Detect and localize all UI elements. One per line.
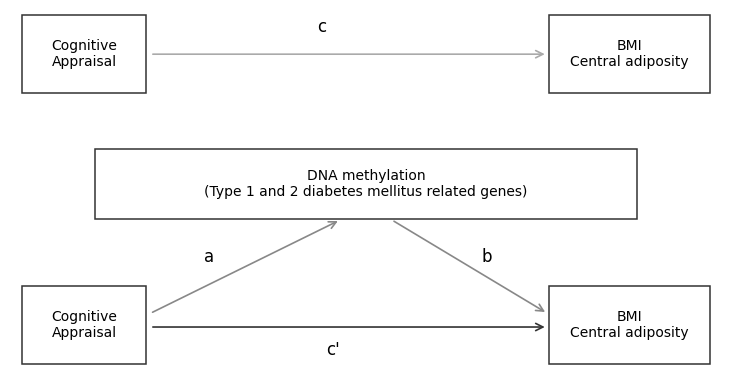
Text: DNA methylation
(Type 1 and 2 diabetes mellitus related genes): DNA methylation (Type 1 and 2 diabetes m… (204, 169, 528, 199)
Text: a: a (203, 248, 214, 266)
Text: BMI
Central adiposity: BMI Central adiposity (570, 310, 689, 340)
Text: c: c (318, 18, 326, 36)
FancyBboxPatch shape (549, 286, 710, 364)
FancyBboxPatch shape (22, 15, 146, 93)
Text: Cognitive
Appraisal: Cognitive Appraisal (51, 310, 117, 340)
Text: c': c' (326, 341, 340, 359)
FancyBboxPatch shape (22, 286, 146, 364)
Text: BMI
Central adiposity: BMI Central adiposity (570, 39, 689, 69)
Text: b: b (482, 248, 492, 266)
Text: Cognitive
Appraisal: Cognitive Appraisal (51, 39, 117, 69)
FancyBboxPatch shape (549, 15, 710, 93)
FancyBboxPatch shape (95, 149, 637, 219)
